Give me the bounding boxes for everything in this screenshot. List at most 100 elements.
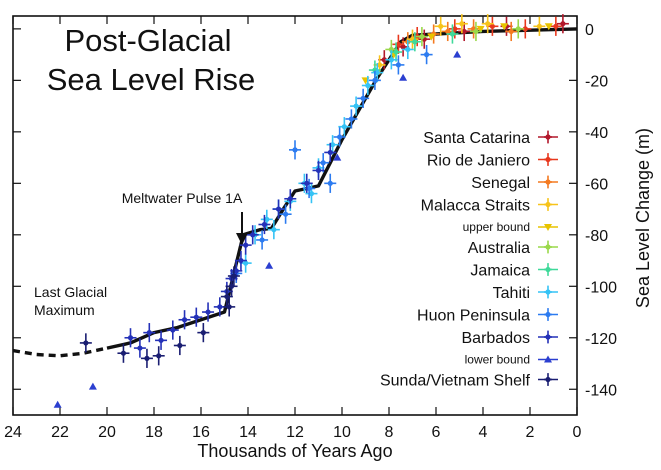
point-tahiti xyxy=(385,50,398,70)
point-lower-bound xyxy=(399,73,408,81)
point-rio-de-janiero xyxy=(486,16,499,36)
point-barbados xyxy=(284,189,297,209)
legend-label: Santa Catarina xyxy=(423,130,530,147)
point-barbados xyxy=(178,310,191,330)
y-tick-label: -20 xyxy=(585,73,608,90)
x-tick-label: 22 xyxy=(51,424,69,441)
point-huon-peninsula xyxy=(357,88,370,108)
legend-label: Tahiti xyxy=(493,285,530,302)
legend-label: Huon Peninsula xyxy=(417,308,530,325)
point-tahiti xyxy=(361,75,374,96)
last-glacial-label-2: Maximum xyxy=(34,302,95,318)
x-tick-label: 24 xyxy=(4,424,22,441)
legend-marker xyxy=(544,153,552,166)
legend-marker xyxy=(544,175,552,189)
legend-marker xyxy=(544,130,552,144)
point-sunda-vietnam-shelf xyxy=(140,348,153,368)
y-axis-label: Sea Level Change (m) xyxy=(633,128,653,308)
point-barbados xyxy=(124,328,137,348)
legend-item: upper bound xyxy=(463,220,558,234)
point-malacca-straits xyxy=(481,14,494,34)
point-lower-bound xyxy=(53,400,62,408)
legend-marker xyxy=(544,263,552,276)
point-barbados xyxy=(230,261,243,281)
legend-item: Australia xyxy=(468,240,558,257)
point-tahiti xyxy=(267,220,280,240)
x-tick-label: 0 xyxy=(573,424,582,441)
x-tick-label: 4 xyxy=(479,424,488,441)
point-lower-bound xyxy=(453,50,462,58)
legend-label: Senegal xyxy=(471,175,530,192)
legend-item: Rio de Janiero xyxy=(427,153,558,170)
point-tahiti xyxy=(305,184,318,204)
legend-label: Sunda/Vietnam Shelf xyxy=(380,373,531,390)
legend-item: Barbados xyxy=(462,330,558,347)
point-huon-peninsula xyxy=(279,204,292,224)
point-sunda-vietnam-shelf xyxy=(173,335,186,356)
y-tick-label: -140 xyxy=(585,382,617,399)
point-tahiti xyxy=(371,63,384,83)
point-sunda-vietnam-shelf xyxy=(152,346,165,366)
x-tick-label: 12 xyxy=(286,424,304,441)
x-tick-label: 8 xyxy=(385,424,394,441)
y-tick-label: -80 xyxy=(585,228,608,245)
point-lower-bound xyxy=(333,153,342,161)
point-barbados xyxy=(272,199,285,219)
point-huon-peninsula xyxy=(420,45,433,65)
legend-item: Malacca Straits xyxy=(421,198,558,215)
point-tahiti xyxy=(401,39,414,60)
legend-marker xyxy=(544,308,552,321)
point-santa-catarina xyxy=(556,14,569,34)
point-barbados xyxy=(324,142,337,163)
point-barbados xyxy=(202,302,215,322)
legend-marker xyxy=(544,330,552,344)
plot-frame xyxy=(12,15,578,416)
x-tick-label: 6 xyxy=(432,424,441,441)
legend: Santa Catarina Rio de Janiero Senegal Malac… xyxy=(380,130,558,390)
point-sunda-vietnam-shelf xyxy=(225,276,238,296)
point-barbados xyxy=(155,330,168,350)
point-malacca-straits xyxy=(434,16,447,36)
x-tick-label: 20 xyxy=(98,424,116,441)
point-rio-de-janiero xyxy=(392,34,405,54)
point-australia xyxy=(512,19,525,39)
point-sunda-vietnam-shelf xyxy=(79,333,92,353)
point-barbados xyxy=(143,323,156,343)
point-jamaica xyxy=(408,32,421,52)
legend-label: Barbados xyxy=(462,330,531,347)
legend-marker xyxy=(544,240,552,254)
point-santa-catarina xyxy=(458,21,471,42)
legend-item: Jamaica xyxy=(470,263,558,280)
point-malacca-straits xyxy=(455,14,468,34)
y-tick-label: -40 xyxy=(585,125,608,142)
point-barbados xyxy=(234,250,247,271)
legend-label: Jamaica xyxy=(470,263,530,280)
legend-marker xyxy=(544,373,552,386)
point-rio-de-janiero xyxy=(448,19,461,39)
legend-marker xyxy=(544,224,552,231)
point-malacca-straits xyxy=(533,16,546,36)
y-tick-label: -120 xyxy=(585,331,617,348)
x-tick-label: 18 xyxy=(145,424,163,441)
point-sunda-vietnam-shelf xyxy=(220,286,233,307)
point-tahiti xyxy=(338,117,351,137)
point-barbados xyxy=(133,338,146,358)
meltwater-pulse-arrow-head xyxy=(236,233,248,245)
legend-label: upper bound xyxy=(463,220,530,234)
point-huon-peninsula xyxy=(303,178,316,199)
legend-label: lower bound xyxy=(465,353,530,367)
point-lower-bound xyxy=(265,261,274,269)
point-tahiti xyxy=(326,135,339,155)
point-barbados xyxy=(312,160,325,181)
point-lower-bound xyxy=(88,382,97,390)
chart-title-line-2: Sea Level Rise xyxy=(47,62,256,97)
legend-item: Senegal xyxy=(471,175,558,192)
legend-marker xyxy=(544,198,552,211)
point-huon-peninsula xyxy=(345,109,358,129)
point-huon-peninsula xyxy=(333,127,346,147)
legend-marker xyxy=(544,285,552,299)
point-barbados xyxy=(246,225,259,245)
point-jamaica xyxy=(446,24,459,44)
point-huon-peninsula xyxy=(324,173,337,193)
trend-curve-group xyxy=(12,27,578,358)
